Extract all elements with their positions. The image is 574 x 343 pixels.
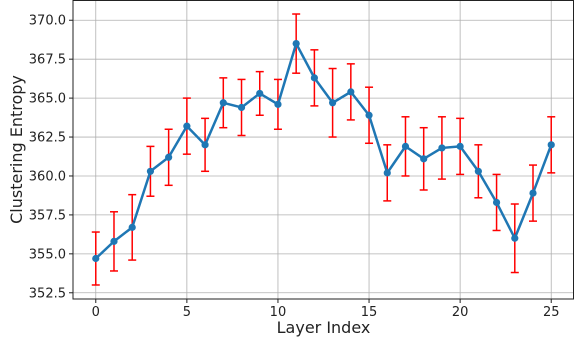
data-point [365, 111, 373, 119]
x-tick-label: 25 [543, 305, 560, 320]
data-point [146, 167, 155, 175]
series-line-group [94, 42, 553, 260]
data-point [201, 141, 209, 149]
y-tick-label: 370.0 [29, 14, 66, 29]
series-line [94, 42, 553, 260]
data-point [347, 88, 355, 96]
data-point [92, 254, 100, 263]
data-point [183, 122, 191, 130]
data-point [274, 100, 282, 108]
grid [73, 0, 574, 299]
x-axis-label: Layer Index [277, 318, 371, 337]
x-tick-label: 15 [361, 305, 378, 320]
y-tick-label: 355.0 [29, 247, 66, 262]
data-point [219, 99, 227, 107]
data-point [547, 141, 555, 149]
data-point [128, 223, 136, 231]
x-tick-label: 5 [183, 305, 191, 320]
y-tick-label: 367.5 [29, 53, 66, 68]
data-point [529, 189, 537, 197]
y-tick-label: 360.0 [29, 169, 66, 184]
data-point [401, 142, 410, 150]
data-point [292, 40, 300, 48]
y-tick-label: 365.0 [29, 92, 66, 107]
data-point [310, 74, 318, 82]
data-point [511, 234, 519, 242]
x-tick-label: 10 [270, 305, 287, 320]
data-point [492, 198, 501, 207]
data-point [456, 142, 464, 150]
y-tick-label: 362.5 [29, 131, 66, 146]
y-axis-label: Clustering Entropy [7, 75, 26, 224]
data-point [237, 103, 246, 112]
error-bars [91, 13, 556, 286]
data-point [383, 169, 391, 177]
data-point [256, 89, 264, 98]
data-point [329, 99, 337, 107]
x-tick-label: 20 [452, 305, 469, 320]
data-point [110, 237, 118, 245]
data-point [420, 155, 428, 163]
axis-ticks: 0 5 10 15 20 25 352.5 355.0 357.5 360.0 362.5 365.0… [29, 14, 560, 320]
data-point [474, 167, 482, 175]
data-point [165, 153, 173, 161]
y-tick-label: 352.5 [29, 286, 66, 301]
data-points [92, 40, 555, 263]
x-tick-label: 0 [92, 305, 100, 320]
y-tick-label: 357.5 [29, 208, 66, 223]
data-point [438, 144, 446, 152]
